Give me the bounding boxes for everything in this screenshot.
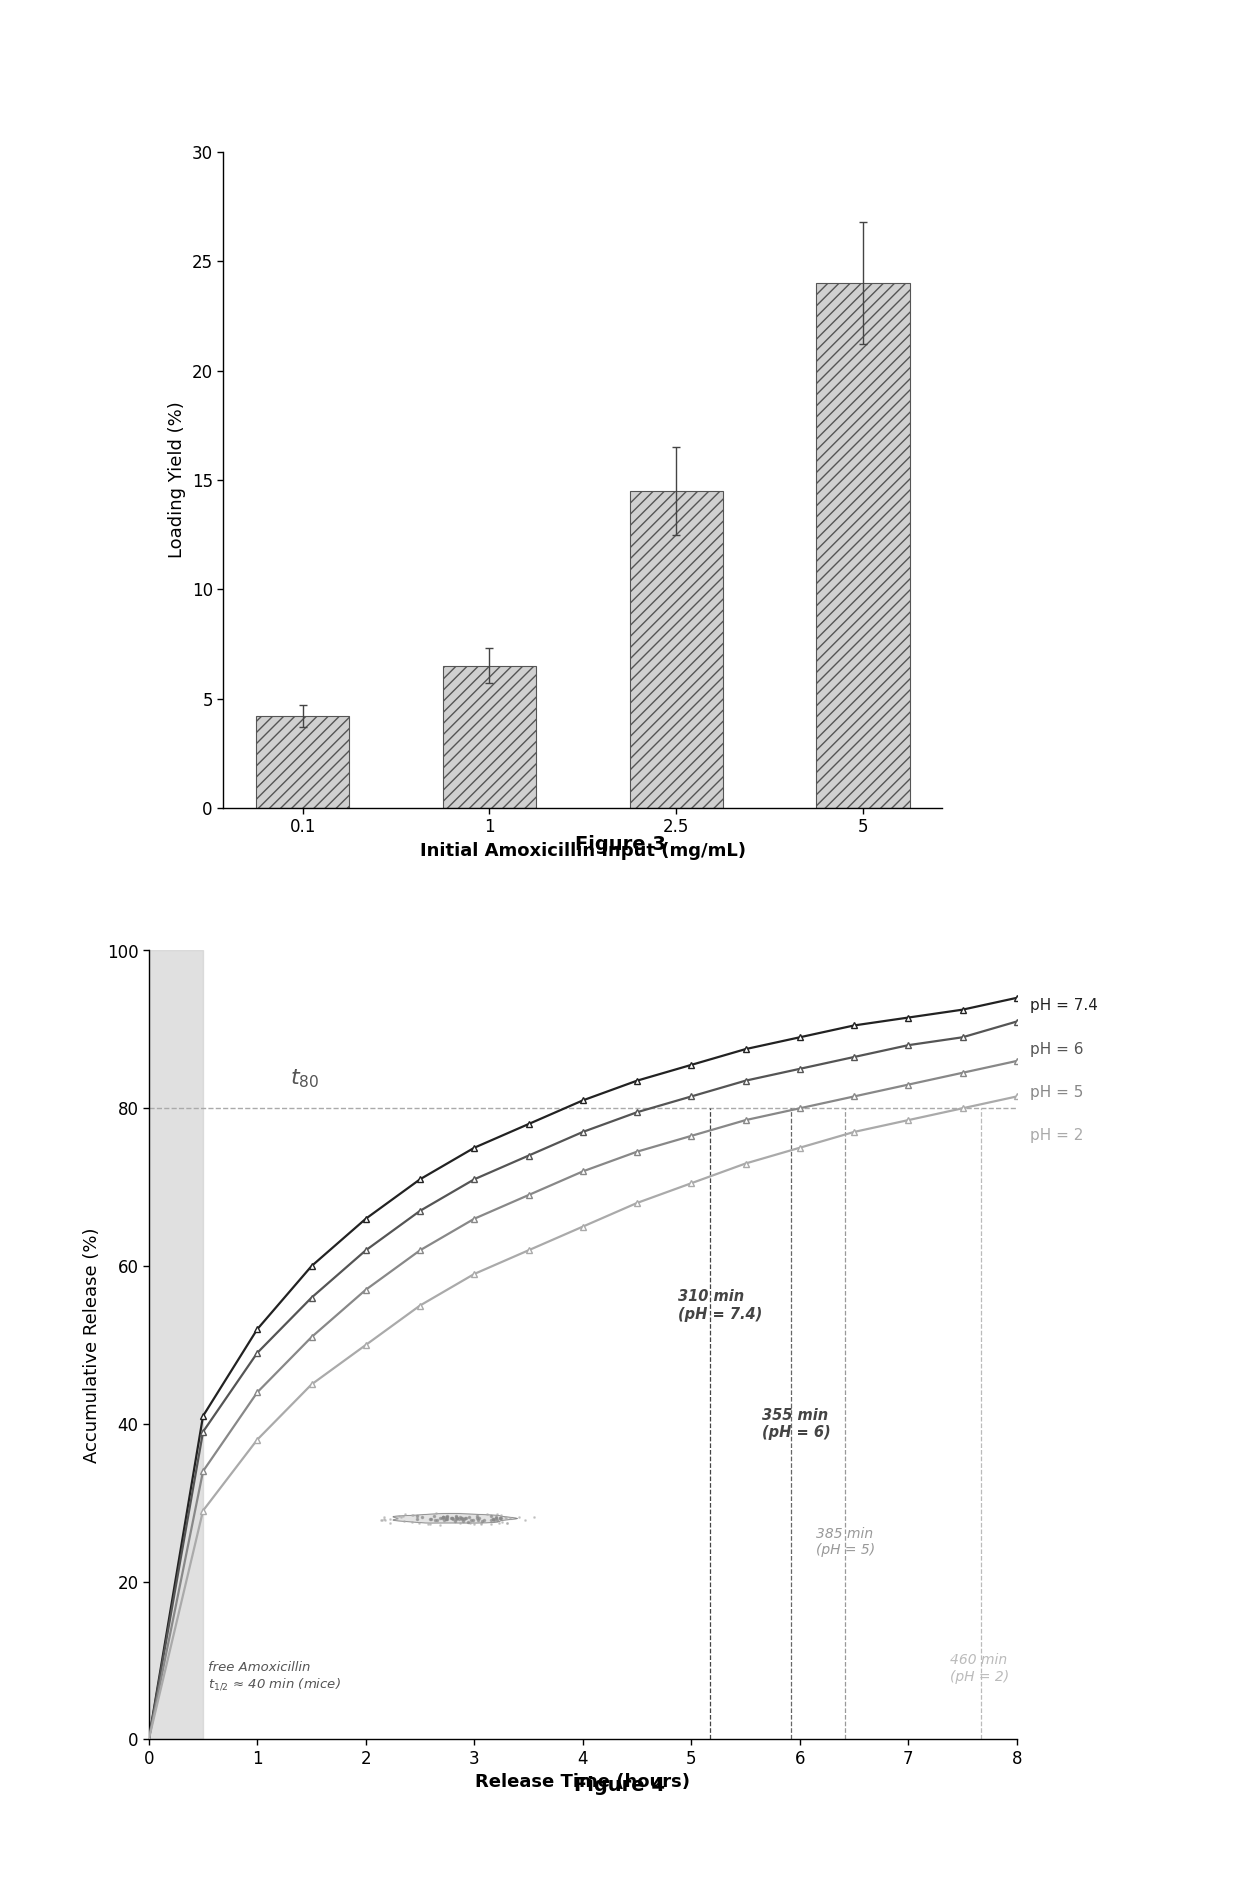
X-axis label: Release Time (hours): Release Time (hours) bbox=[475, 1774, 691, 1791]
Text: pH = 6: pH = 6 bbox=[1029, 1042, 1084, 1057]
Text: 355 min
(pH = 6): 355 min (pH = 6) bbox=[761, 1407, 831, 1441]
Text: $t_{80}$: $t_{80}$ bbox=[290, 1068, 319, 1089]
Bar bbox=[149, 950, 203, 1739]
Text: 310 min
(pH = 7.4): 310 min (pH = 7.4) bbox=[678, 1289, 763, 1321]
Y-axis label: Loading Yield (%): Loading Yield (%) bbox=[169, 401, 186, 559]
Text: Figure 3: Figure 3 bbox=[574, 835, 666, 854]
Bar bbox=[443, 665, 536, 808]
Text: pH = 5: pH = 5 bbox=[1029, 1085, 1084, 1101]
Text: pH = 7.4: pH = 7.4 bbox=[1029, 998, 1097, 1013]
Bar bbox=[816, 283, 910, 808]
Polygon shape bbox=[393, 1513, 517, 1523]
Text: pH = 2: pH = 2 bbox=[1029, 1129, 1084, 1143]
Text: free Amoxicillin
$t_{1/2}$ ≈ 40 min (mice): free Amoxicillin $t_{1/2}$ ≈ 40 min (mic… bbox=[208, 1661, 341, 1692]
Text: Figure 4: Figure 4 bbox=[574, 1776, 666, 1795]
Text: 385 min
(pH = 5): 385 min (pH = 5) bbox=[816, 1527, 875, 1557]
Y-axis label: Accumulative Release (%): Accumulative Release (%) bbox=[83, 1228, 102, 1462]
X-axis label: Initial Amoxicillin Input (mg/mL): Initial Amoxicillin Input (mg/mL) bbox=[420, 842, 745, 859]
Text: 460 min
(pH = 2): 460 min (pH = 2) bbox=[950, 1654, 1008, 1684]
Bar bbox=[255, 717, 350, 808]
Bar bbox=[630, 490, 723, 808]
